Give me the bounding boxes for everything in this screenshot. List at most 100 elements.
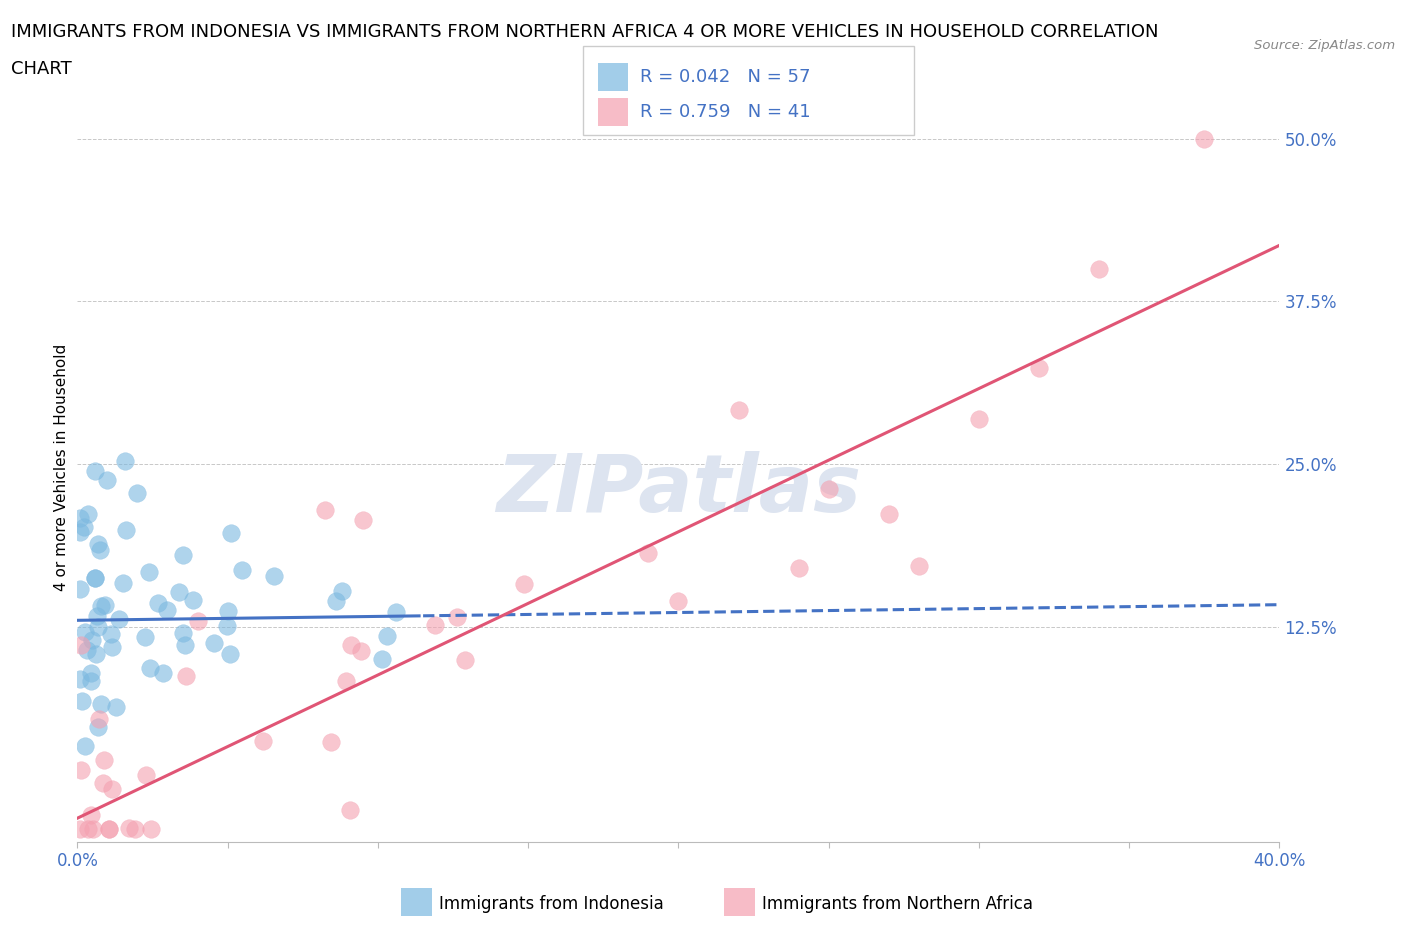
Point xyxy=(146,595,169,610)
Point xyxy=(86,619,108,634)
Point xyxy=(70,762,93,777)
Point xyxy=(73,519,96,534)
Point xyxy=(173,638,195,653)
Point xyxy=(96,472,118,487)
Y-axis label: 4 or more Vehicles in Household: 4 or more Vehicles in Household xyxy=(53,344,69,591)
Point xyxy=(100,640,122,655)
Point xyxy=(89,542,111,557)
Point xyxy=(350,644,373,658)
Point xyxy=(217,604,239,618)
Point xyxy=(83,570,105,585)
Point xyxy=(93,752,115,767)
Point xyxy=(172,548,194,563)
Point xyxy=(80,808,103,823)
Point xyxy=(111,575,134,590)
Text: Source: ZipAtlas.com: Source: ZipAtlas.com xyxy=(1254,39,1395,52)
Point xyxy=(90,599,112,614)
Text: R = 0.042   N = 57: R = 0.042 N = 57 xyxy=(640,68,810,86)
Point xyxy=(513,577,536,591)
Point xyxy=(727,403,749,418)
Point xyxy=(219,646,242,661)
Point xyxy=(87,711,110,726)
Point xyxy=(139,821,162,836)
Point xyxy=(75,624,97,639)
Point xyxy=(69,581,91,596)
Point xyxy=(167,584,190,599)
Point xyxy=(87,720,110,735)
Point xyxy=(423,618,446,632)
Point xyxy=(340,638,363,653)
Point xyxy=(335,674,357,689)
Point xyxy=(454,652,477,667)
Point xyxy=(91,775,114,790)
Point xyxy=(217,618,239,633)
Point xyxy=(152,666,174,681)
Point xyxy=(330,584,353,599)
Point xyxy=(787,560,810,575)
Point xyxy=(174,669,197,684)
Point xyxy=(263,569,285,584)
Point xyxy=(115,523,138,538)
Point xyxy=(100,627,122,642)
Point xyxy=(90,697,112,711)
Text: R = 0.759   N = 41: R = 0.759 N = 41 xyxy=(640,102,810,121)
Point xyxy=(87,537,110,551)
Point xyxy=(385,604,408,619)
Point xyxy=(252,734,274,749)
Point xyxy=(817,482,839,497)
Point xyxy=(69,671,91,686)
Point xyxy=(1028,360,1050,375)
Point xyxy=(80,632,103,647)
Point xyxy=(86,608,108,623)
Point xyxy=(73,738,96,753)
Point xyxy=(908,559,931,574)
Point xyxy=(69,511,91,525)
Point xyxy=(1088,261,1111,276)
Point xyxy=(314,502,336,517)
Point xyxy=(69,821,91,836)
Point xyxy=(637,546,659,561)
Text: ZIPatlas: ZIPatlas xyxy=(496,451,860,529)
Point xyxy=(339,803,361,817)
Point xyxy=(135,768,157,783)
Point xyxy=(101,781,124,796)
Point xyxy=(446,610,468,625)
Point xyxy=(668,594,690,609)
Text: CHART: CHART xyxy=(11,60,72,78)
Point xyxy=(76,642,98,657)
Point xyxy=(124,821,146,836)
Point xyxy=(202,636,225,651)
Point xyxy=(80,674,103,689)
Point xyxy=(375,628,398,643)
Point xyxy=(69,637,91,652)
Point xyxy=(138,565,160,579)
Text: Immigrants from Northern Africa: Immigrants from Northern Africa xyxy=(762,895,1033,913)
Point xyxy=(967,411,990,426)
Text: Immigrants from Indonesia: Immigrants from Indonesia xyxy=(439,895,664,913)
Point xyxy=(94,598,117,613)
Point xyxy=(181,592,204,607)
Point xyxy=(97,821,120,836)
Point xyxy=(138,660,160,675)
Point xyxy=(108,612,131,627)
Point xyxy=(84,463,107,478)
Point xyxy=(325,594,347,609)
Point xyxy=(172,625,194,640)
Point xyxy=(114,454,136,469)
Point xyxy=(77,821,100,836)
Point xyxy=(187,614,209,629)
Point xyxy=(97,821,120,836)
Point xyxy=(219,525,242,540)
Point xyxy=(69,525,91,539)
Point xyxy=(877,506,900,521)
Point xyxy=(84,646,107,661)
Point xyxy=(84,571,107,586)
Point xyxy=(76,507,98,522)
Text: IMMIGRANTS FROM INDONESIA VS IMMIGRANTS FROM NORTHERN AFRICA 4 OR MORE VEHICLES : IMMIGRANTS FROM INDONESIA VS IMMIGRANTS … xyxy=(11,23,1159,41)
Point xyxy=(127,485,149,500)
Point xyxy=(80,665,103,680)
Point xyxy=(371,652,394,667)
Point xyxy=(231,562,253,577)
Point xyxy=(134,630,156,644)
Point xyxy=(319,734,342,749)
